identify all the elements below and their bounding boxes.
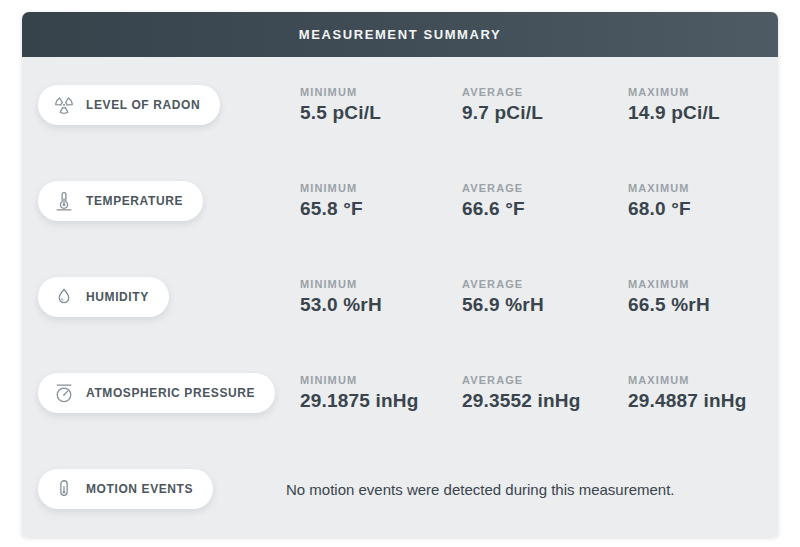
stat-label-average: AVERAGE [462,86,628,98]
row-label: ATMOSPHERIC PRESSURE [86,386,255,400]
stat-minimum: MINIMUM 5.5 pCi/L [300,86,462,124]
measurement-summary-card: MEASUREMENT SUMMARY LEVEL OF RADON MINIM… [22,12,778,537]
stat-value-maximum: 68.0 °F [628,198,762,220]
row-motion-events: MOTION EVENTS No motion events were dete… [38,441,762,537]
stat-value-average: 29.3552 inHg [462,390,628,412]
stat-value-maximum: 29.4887 inHg [628,390,762,412]
stat-value-maximum: 14.9 pCi/L [628,102,762,124]
stat-label-average: AVERAGE [462,374,628,386]
stat-value-maximum: 66.5 %rH [628,294,762,316]
row-label: HUMIDITY [86,290,149,304]
stat-average: AVERAGE 66.6 °F [462,182,628,220]
stat-label-maximum: MAXIMUM [628,374,762,386]
card-body: LEVEL OF RADON MINIMUM 5.5 pCi/L AVERAGE… [22,57,778,537]
card-title: MEASUREMENT SUMMARY [299,27,502,42]
stat-value-minimum: 65.8 °F [300,198,462,220]
stat-maximum: MAXIMUM 29.4887 inHg [628,374,762,412]
stat-maximum: MAXIMUM 68.0 °F [628,182,762,220]
humidity-badge: HUMIDITY [38,277,169,317]
atmospheric-pressure-badge: ATMOSPHERIC PRESSURE [38,373,275,413]
stat-value-minimum: 29.1875 inHg [300,390,462,412]
row-label: TEMPERATURE [86,194,183,208]
stat-maximum: MAXIMUM 66.5 %rH [628,278,762,316]
stat-label-minimum: MINIMUM [300,374,462,386]
stat-label-maximum: MAXIMUM [628,182,762,194]
stat-label-average: AVERAGE [462,182,628,194]
stat-average: AVERAGE 9.7 pCi/L [462,86,628,124]
stat-label-maximum: MAXIMUM [628,278,762,290]
level-of-radon-badge: LEVEL OF RADON [38,85,220,125]
stat-label-minimum: MINIMUM [300,86,462,98]
stat-label-minimum: MINIMUM [300,278,462,290]
motion-events-message: No motion events were detected during th… [286,481,762,498]
gauge-icon [53,382,75,404]
row-label: MOTION EVENTS [86,482,193,496]
stat-value-minimum: 5.5 pCi/L [300,102,462,124]
motion-events-badge: MOTION EVENTS [38,469,213,509]
row-level-of-radon: LEVEL OF RADON MINIMUM 5.5 pCi/L AVERAGE… [38,57,762,153]
stat-maximum: MAXIMUM 14.9 pCi/L [628,86,762,124]
stat-label-minimum: MINIMUM [300,182,462,194]
stat-average: AVERAGE 29.3552 inHg [462,374,628,412]
row-atmospheric-pressure: ATMOSPHERIC PRESSURE MINIMUM 29.1875 inH… [38,345,762,441]
temperature-badge: TEMPERATURE [38,181,203,221]
stat-value-average: 56.9 %rH [462,294,628,316]
stat-minimum: MINIMUM 53.0 %rH [300,278,462,316]
stat-value-average: 66.6 °F [462,198,628,220]
card-header: MEASUREMENT SUMMARY [22,12,778,57]
motion-sensor-icon [53,478,75,500]
row-label: LEVEL OF RADON [86,98,200,112]
stat-minimum: MINIMUM 65.8 °F [300,182,462,220]
stat-label-average: AVERAGE [462,278,628,290]
row-humidity: HUMIDITY MINIMUM 53.0 %rH AVERAGE 56.9 %… [38,249,762,345]
stat-value-minimum: 53.0 %rH [300,294,462,316]
stat-label-maximum: MAXIMUM [628,86,762,98]
radiation-icon [53,94,75,116]
droplet-icon [53,286,75,308]
thermometer-icon [53,190,75,212]
stat-average: AVERAGE 56.9 %rH [462,278,628,316]
row-temperature: TEMPERATURE MINIMUM 65.8 °F AVERAGE 66.6… [38,153,762,249]
stat-minimum: MINIMUM 29.1875 inHg [300,374,462,412]
stat-value-average: 9.7 pCi/L [462,102,628,124]
